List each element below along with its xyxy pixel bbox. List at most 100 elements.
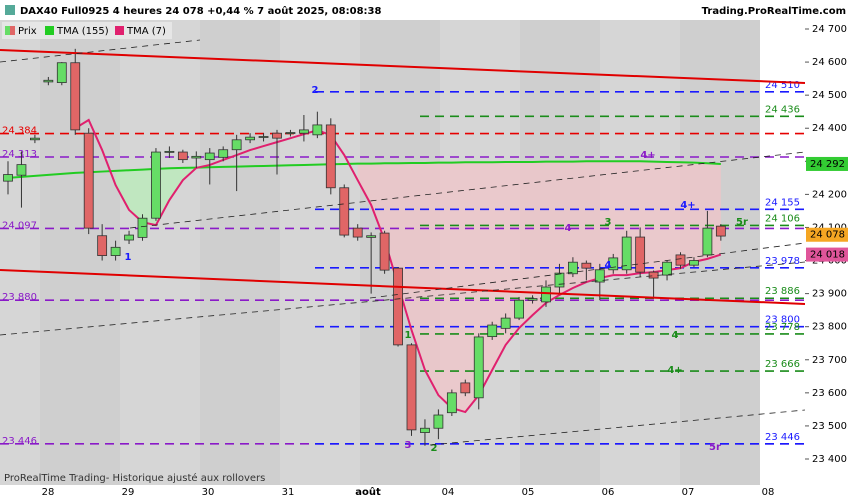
- candle-body: [97, 235, 108, 256]
- title-icon: [5, 5, 15, 15]
- candle-body: [568, 261, 578, 275]
- x-tick-label: 28: [42, 487, 55, 498]
- candle-body: [285, 132, 296, 134]
- trendline: [0, 269, 806, 305]
- legend: [2, 22, 172, 39]
- wave-label: 5r: [736, 217, 748, 228]
- footer: ProRealTime Trading- Historique ajusté a…: [4, 472, 265, 484]
- trendline: [0, 49, 806, 84]
- level-label: 23 880: [2, 292, 37, 303]
- candle-body: [500, 317, 511, 329]
- legend-label: Prix: [18, 26, 37, 37]
- candle-body: [110, 246, 121, 256]
- candle-body: [393, 267, 403, 346]
- level-label: 23 778: [765, 322, 800, 333]
- x-tick-label: 06: [602, 487, 615, 498]
- y-tick-label: 24 400: [812, 123, 847, 134]
- candle-body: [137, 217, 148, 238]
- chart-title: DAX40 Full0925 4 heures 24 078 +0,44 % 7…: [20, 5, 382, 17]
- x-tick-label: 31: [282, 487, 295, 498]
- y-tick-label: 23 500: [812, 421, 847, 432]
- x-tick-label: 04: [442, 487, 455, 498]
- candle-body: [43, 79, 54, 83]
- candle-body: [379, 232, 390, 271]
- price-badge: [806, 227, 848, 242]
- candle-body: [3, 174, 13, 182]
- candle-body: [541, 286, 551, 303]
- level-label: 24 155: [765, 197, 800, 208]
- x-axis-panel: [0, 485, 850, 500]
- wave-label: 4: [605, 260, 612, 271]
- candle-body: [406, 344, 417, 431]
- candle-body: [231, 139, 242, 151]
- wave-label: 4: [565, 223, 572, 234]
- y-tick-label: 23 600: [812, 388, 847, 399]
- candle-body: [446, 392, 457, 414]
- candle-body: [487, 324, 498, 338]
- y-tick-label: 24 700: [812, 24, 847, 35]
- candle-body: [312, 124, 323, 136]
- channel-line: [369, 242, 806, 299]
- y-tick-label: 23 700: [812, 355, 847, 366]
- level-label: 23 446: [765, 432, 800, 443]
- channel-line: [129, 151, 806, 229]
- x-tick-label: 05: [522, 487, 535, 498]
- wave-label: 4+: [640, 150, 655, 161]
- legend-swatch: [115, 26, 124, 35]
- candle-body: [151, 151, 161, 219]
- level-label: 23 886: [765, 286, 800, 297]
- candle-body: [124, 234, 134, 241]
- level-label: 24 097: [2, 220, 37, 231]
- candle-body: [191, 155, 202, 159]
- x-tick-label: août: [355, 486, 381, 498]
- source: Trading.ProRealTime.com: [702, 6, 846, 17]
- channel-line: [429, 409, 806, 446]
- price-badge-label: 24 078: [810, 230, 845, 241]
- legend-label: TMA (7): [126, 26, 166, 37]
- candle-body: [366, 235, 377, 238]
- candle-body: [83, 132, 94, 229]
- candle-body: [581, 262, 592, 269]
- legend-swatch: [5, 26, 10, 35]
- price-badge-label: 24 292: [810, 159, 845, 170]
- channel-lines: [0, 39, 806, 446]
- day-band: [200, 20, 280, 485]
- wave-label: 4+: [680, 200, 695, 211]
- legend-swatch: [10, 26, 15, 35]
- candle-body: [554, 272, 565, 288]
- candle-body: [218, 149, 229, 158]
- price-badge-label: 24 018: [810, 250, 845, 261]
- candle-body: [621, 236, 632, 271]
- channel-line: [0, 39, 201, 63]
- candle-body: [164, 150, 175, 153]
- level-label: 23 800: [765, 315, 800, 326]
- price-badge: [806, 247, 848, 262]
- y-tick-label: 23 800: [812, 322, 847, 333]
- candle-body: [689, 260, 699, 266]
- level-label: 24 313: [2, 149, 37, 160]
- candle-body: [56, 62, 67, 83]
- legend-label: TMA (155): [56, 26, 109, 37]
- wave-label: 4: [672, 330, 679, 341]
- candle-body: [675, 254, 686, 266]
- channel-line: [0, 261, 806, 336]
- wave-label: 1: [405, 330, 412, 341]
- x-tick-label: 29: [122, 487, 135, 498]
- candle-body: [325, 124, 336, 189]
- day-band: [280, 20, 360, 485]
- candle-body: [352, 227, 363, 238]
- candle-body: [298, 129, 309, 134]
- candle-body: [662, 261, 672, 276]
- candle-body: [702, 227, 713, 256]
- wave-label: 2: [312, 85, 319, 96]
- x-tick-label: 07: [682, 487, 695, 498]
- candle-body: [433, 414, 444, 429]
- candle-body: [635, 236, 646, 273]
- y-tick-label: 24 600: [812, 57, 847, 68]
- wave-label: 1: [125, 252, 132, 263]
- level-label: 23 446: [2, 436, 37, 447]
- level-label: 24 510: [765, 80, 800, 91]
- wave-label: 4+: [667, 365, 682, 376]
- level-label: 24 436: [765, 104, 800, 115]
